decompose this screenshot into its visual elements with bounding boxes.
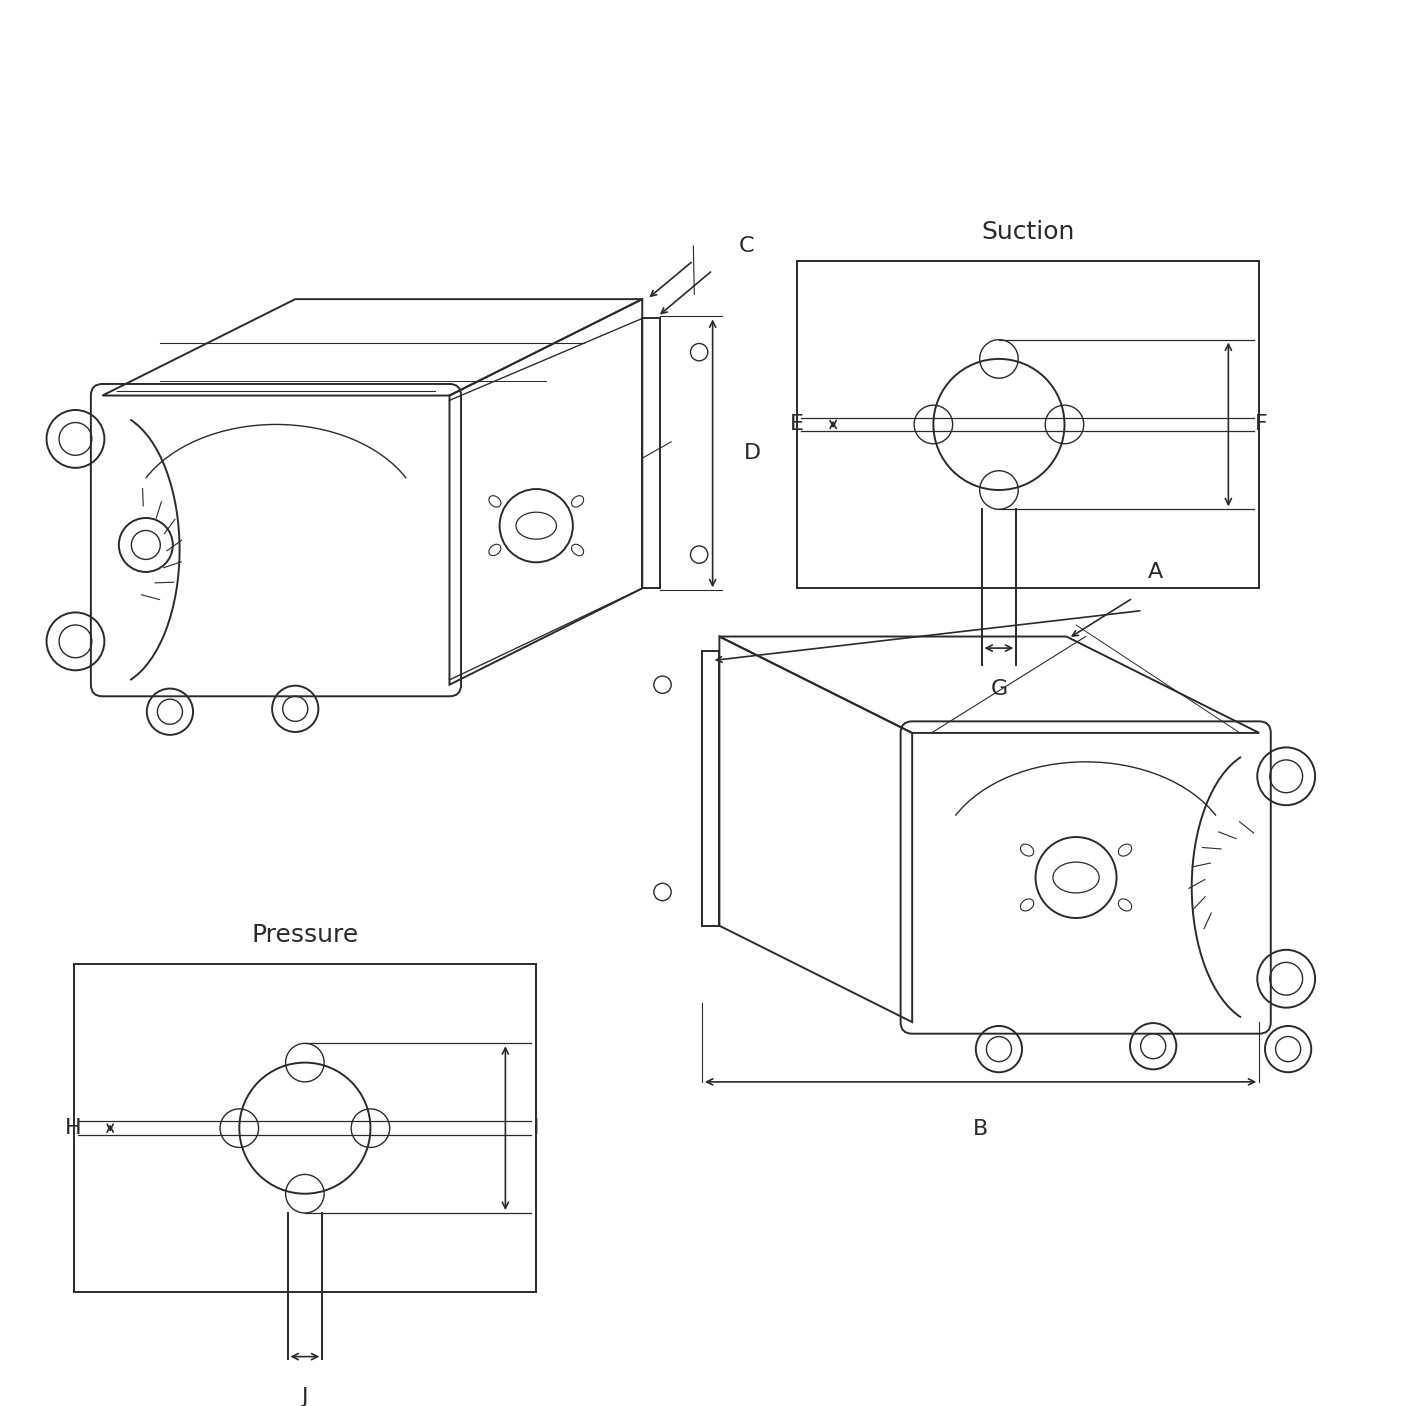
Text: D: D bbox=[744, 443, 761, 464]
Text: E: E bbox=[790, 415, 804, 434]
Text: F: F bbox=[1256, 415, 1268, 434]
Bar bbox=[797, 260, 1260, 588]
Text: I: I bbox=[533, 1118, 538, 1137]
Bar bbox=[73, 965, 536, 1292]
Text: A: A bbox=[1147, 562, 1163, 582]
Text: G: G bbox=[990, 679, 1008, 699]
Text: B: B bbox=[973, 1119, 988, 1139]
Text: J: J bbox=[302, 1388, 308, 1406]
Text: C: C bbox=[738, 236, 754, 256]
Text: Suction: Suction bbox=[981, 219, 1074, 243]
Text: Pressure: Pressure bbox=[252, 924, 359, 948]
Text: H: H bbox=[65, 1118, 82, 1137]
